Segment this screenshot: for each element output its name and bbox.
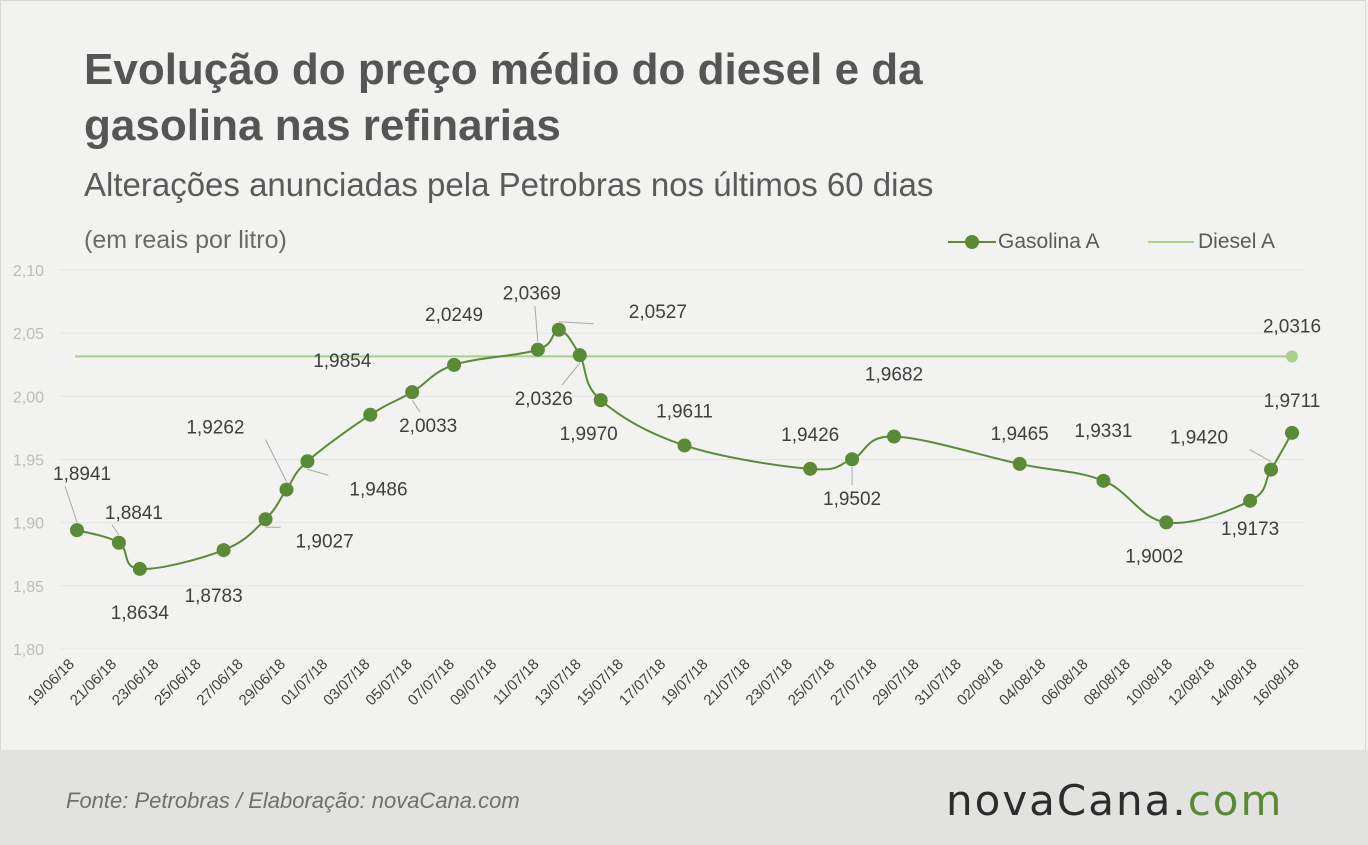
gasolina-point <box>1012 456 1027 471</box>
y-tick-label: 1,95 <box>13 453 44 470</box>
logo-dot: . <box>1172 776 1188 825</box>
legend-label-diesel: Diesel A <box>1198 230 1276 253</box>
gasolina-point <box>572 348 587 363</box>
gasolina-point <box>1264 462 1279 477</box>
data-label: 1,9027 <box>296 531 354 552</box>
gasolina-point <box>551 322 566 337</box>
logo-com: com <box>1187 776 1284 825</box>
gasolina-point <box>132 561 147 576</box>
data-label: 1,9502 <box>823 489 881 510</box>
x-tick-label: 09/07/18 <box>447 656 500 709</box>
data-label: 1,9173 <box>1221 519 1279 540</box>
data-label: 1,9854 <box>313 351 372 372</box>
chart-subtitle: Alterações anunciadas pela Petrobras nos… <box>84 166 934 203</box>
data-labels: 1,8941 1,8841 1,8634 1,8783 1,9027 1,9262 1,94… <box>53 284 1321 624</box>
data-label: 1,8841 <box>105 503 163 524</box>
chart-title: Evolução do preço médio do diesel e da g… <box>84 45 923 150</box>
data-label: 1,9970 <box>560 424 618 445</box>
data-label: 1,9682 <box>865 365 923 386</box>
x-axis: 19/06/1821/06/1823/06/1825/06/1827/06/18… <box>25 656 1303 709</box>
gasolina-point <box>363 407 378 422</box>
gasolina-point <box>845 452 860 467</box>
y-axis: 1,80 1,85 1,90 1,95 2,00 2,05 2,10 <box>13 263 44 659</box>
legend-marker-diesel <box>1148 241 1194 243</box>
data-label: 1,9465 <box>991 424 1049 445</box>
data-label: 1,9426 <box>781 425 839 446</box>
gasolina-point <box>258 512 273 527</box>
gasolina-point <box>1096 473 1111 488</box>
gasolina-point <box>300 454 315 469</box>
gasolina-point <box>677 438 692 453</box>
y-tick-label: 1,85 <box>13 579 44 596</box>
gasolina-point <box>593 393 608 408</box>
gasolina-point <box>111 535 126 550</box>
data-label: 1,8941 <box>53 464 111 485</box>
label-leader-line <box>1249 449 1272 463</box>
gasolina-point <box>886 429 901 444</box>
series-gasolina <box>70 322 1299 576</box>
footer-bar: Fonte: Petrobras / Elaboração: novaCana.… <box>0 750 1368 845</box>
gasolina-point <box>1243 493 1258 508</box>
unit-label: (em reais por litro) <box>84 226 287 254</box>
data-label: 2,0326 <box>515 389 573 410</box>
data-label: 1,9420 <box>1170 428 1228 449</box>
gasolina-point <box>530 342 545 357</box>
legend-marker-gasolina <box>948 235 996 249</box>
y-tick-label: 1,90 <box>13 516 44 533</box>
legend-label-gasolina: Gasolina A <box>998 230 1100 253</box>
gasolina-point <box>216 543 231 558</box>
data-label: 1,8783 <box>185 586 243 607</box>
gasolina-point <box>279 482 294 497</box>
gasolina-point <box>70 523 84 538</box>
data-label: 1,9486 <box>349 479 407 500</box>
label-leader-line <box>265 439 287 482</box>
data-label: 2,0249 <box>425 305 483 326</box>
label-leader-line <box>561 362 581 386</box>
data-label: 1,9611 <box>656 401 713 422</box>
series-diesel <box>75 350 1298 363</box>
logo-text: novaCana <box>946 776 1173 825</box>
label-leader-line <box>307 468 329 476</box>
diesel-end-point <box>1286 350 1298 363</box>
gasolina-point <box>803 461 818 476</box>
y-tick-label: 2,05 <box>13 326 44 343</box>
y-tick-label: 2,10 <box>13 263 44 280</box>
data-label: 2,0033 <box>399 416 457 437</box>
gasolina-point <box>447 357 462 372</box>
data-label: 1,9711 <box>1264 391 1321 412</box>
data-label: 2,0369 <box>503 284 561 305</box>
label-leader-line <box>558 321 594 325</box>
label-leader-line <box>111 524 120 536</box>
data-label: 1,8634 <box>111 603 170 624</box>
gasolina-point <box>1285 425 1299 440</box>
novacana-logo: novaCana.com <box>946 776 1283 825</box>
label-leader-line <box>411 399 421 413</box>
y-tick-label: 2,00 <box>13 389 44 406</box>
gasolina-point <box>1159 515 1174 530</box>
data-label: 1,9262 <box>186 418 244 439</box>
legend-item-gasolina: Gasolina A <box>946 230 1100 254</box>
y-tick-label: 1,80 <box>13 642 44 659</box>
legend-item-diesel: Diesel A <box>1146 230 1275 254</box>
source-note: Fonte: Petrobras / Elaboração: novaCana.… <box>66 788 520 813</box>
data-label: 2,0527 <box>629 302 687 323</box>
gasolina-point <box>405 385 420 400</box>
line-chart: 1,80 1,85 1,90 1,95 2,00 2,05 2,10 19/06/1821/… <box>13 263 1321 709</box>
gridlines <box>60 269 1303 650</box>
data-label: 1,9331 <box>1074 421 1132 442</box>
data-label: 1,9002 <box>1125 546 1183 567</box>
label-leader-line <box>534 305 539 342</box>
label-leader-line <box>64 485 78 523</box>
diesel-data-label: 2,0316 <box>1263 316 1321 337</box>
x-tick-label: 16/08/18 <box>1250 656 1303 709</box>
